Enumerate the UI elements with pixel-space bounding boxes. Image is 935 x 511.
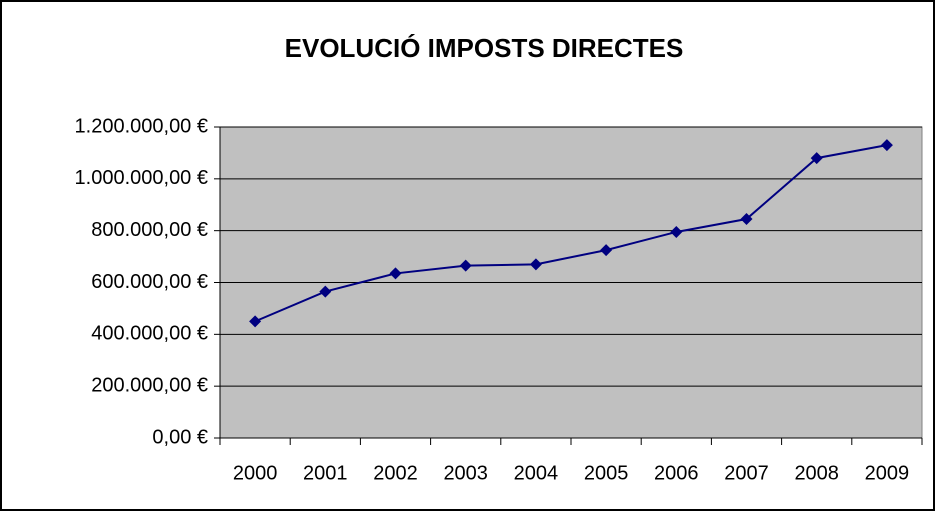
marker — [319, 285, 332, 298]
y-tick-label: 0,00 € — [152, 426, 208, 448]
y-tick-label: 400.000,00 € — [91, 323, 208, 345]
marker — [459, 259, 472, 272]
marker — [740, 213, 753, 226]
marker — [249, 315, 262, 328]
x-tick-label: 2006 — [654, 462, 699, 484]
marker — [600, 244, 613, 257]
x-tick-label: 2000 — [233, 462, 278, 484]
marker — [810, 152, 823, 165]
x-tick-label: 2004 — [514, 462, 559, 484]
x-tick-label: 2007 — [724, 462, 769, 484]
y-tick-label: 1.200.000,00 € — [75, 115, 208, 137]
marker — [670, 225, 683, 238]
x-tick-label: 2009 — [865, 462, 910, 484]
x-tick-label: 2008 — [794, 462, 839, 484]
marker — [389, 267, 402, 280]
marker — [880, 139, 893, 152]
chart-title: EVOLUCIÓ IMPOSTS DIRECTES — [285, 33, 684, 63]
line — [254, 144, 888, 323]
marker — [529, 258, 542, 271]
x-tick-label: 2003 — [443, 462, 488, 484]
y-tick-label: 600.000,00 € — [91, 271, 208, 293]
y-tick-label: 800.000,00 € — [91, 219, 208, 241]
x-tick-label: 2005 — [584, 462, 629, 484]
y-tick-label: 1.000.000,00 € — [75, 167, 208, 189]
x-tick-label: 2002 — [373, 462, 418, 484]
y-tick-label: 200.000,00 € — [91, 374, 208, 396]
x-tick-label: 2001 — [303, 462, 348, 484]
